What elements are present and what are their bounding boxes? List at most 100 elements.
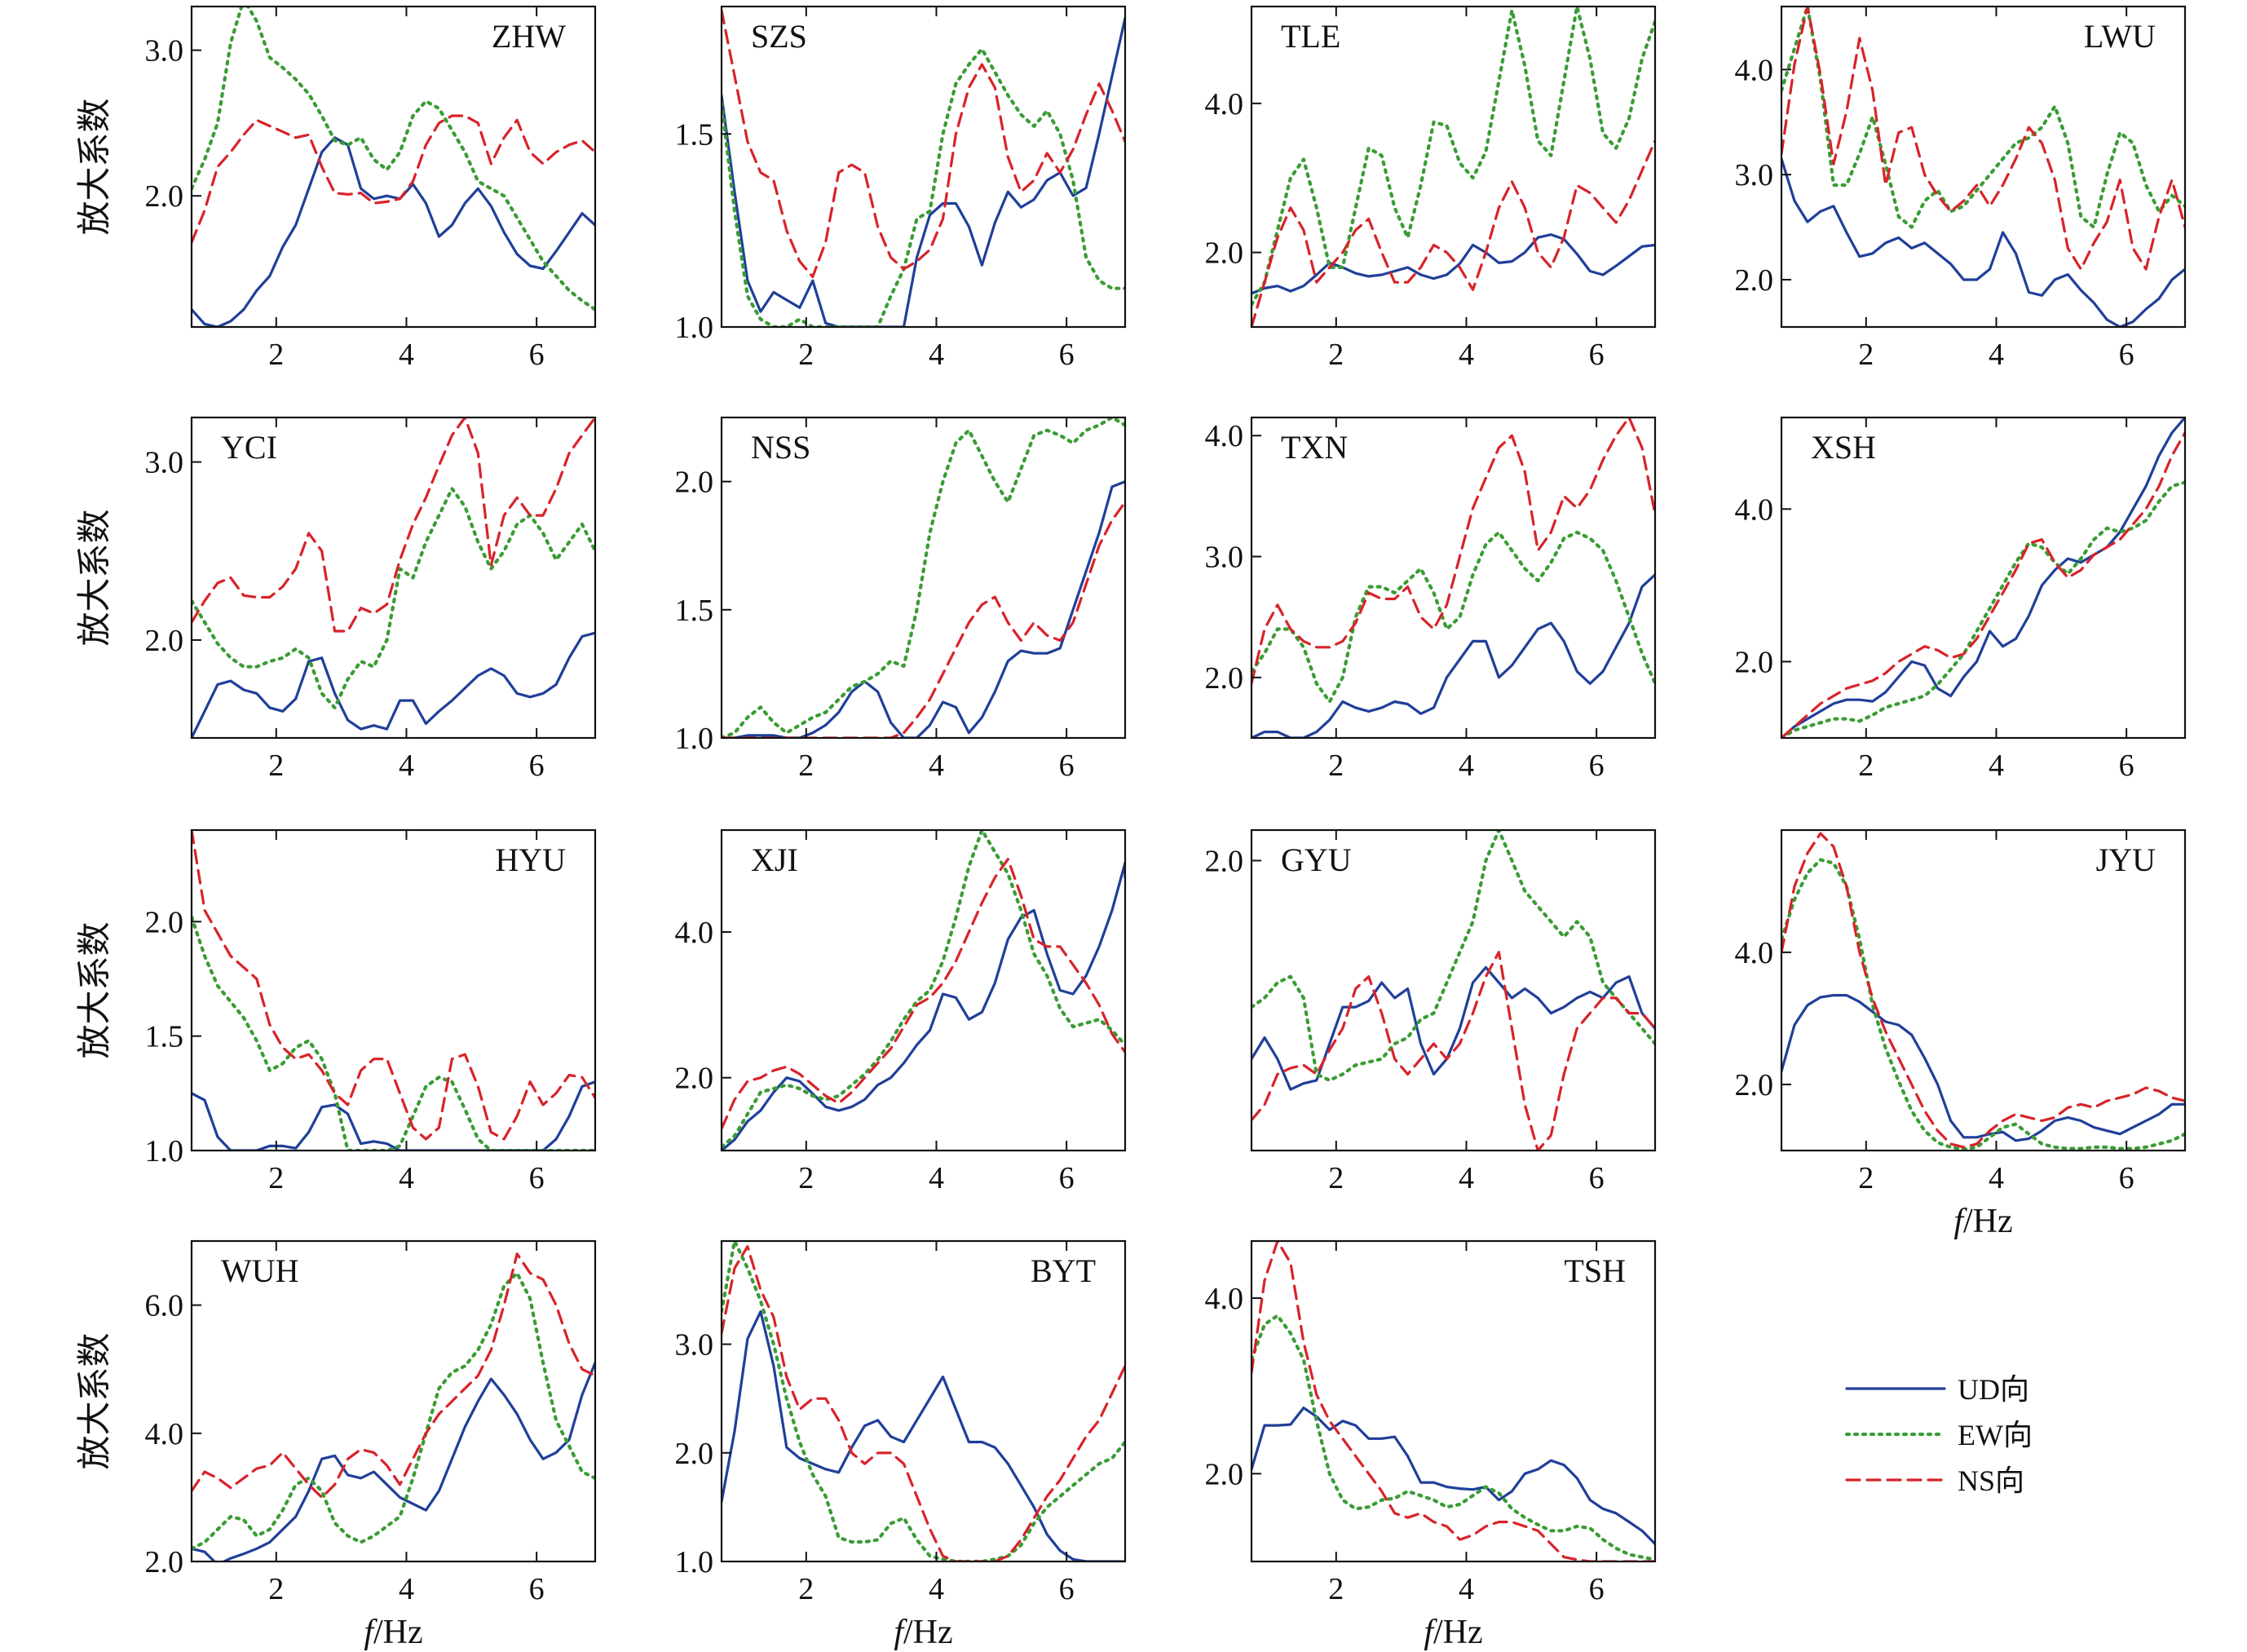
panel-frame	[1250, 5, 1657, 329]
series-ud-line	[1781, 417, 2185, 738]
panel-frame	[190, 5, 597, 329]
y-tick-label: 3.0	[1735, 158, 1774, 192]
x-tick-label: 2	[268, 1572, 284, 1606]
y-tick-label: 3.0	[145, 446, 184, 480]
y-tick-label: 2.0	[675, 1437, 714, 1471]
y-tick-label: 1.0	[675, 1545, 714, 1579]
x-tick-label: 6	[1059, 749, 1075, 783]
series-ud-line	[192, 631, 595, 738]
x-tick-label: 6	[1059, 338, 1075, 372]
x-axis-title: f/Hz	[364, 1614, 422, 1651]
x-tick-label: 2	[1328, 1161, 1344, 1195]
series-ud-line	[1252, 1406, 1655, 1546]
x-tick-label: 2	[268, 338, 284, 372]
panel-frame	[720, 5, 1127, 329]
x-tick-label: 4	[399, 1161, 414, 1195]
series-ns-line	[722, 1245, 1125, 1561]
y-tick-label: 1.0	[675, 722, 714, 756]
panel-xsh: 2 4 6 2.0 4.0 XSH	[1735, 416, 2187, 783]
x-tick-label: 4	[1459, 1572, 1474, 1606]
panel-frame	[1250, 828, 1657, 1152]
panel-szs: 2 4 6 1.0 1.5 SZS	[675, 5, 1127, 372]
y-tick-label: 1.5	[675, 117, 714, 152]
panel-byt: 2 4 6 1.0 2.0 3.0 BYT f/Hz	[675, 1239, 1127, 1651]
x-axis-title-rest: /Hz	[1963, 1203, 2013, 1240]
panel-xji: 2 4 6 2.0 4.0 XJI	[675, 828, 1127, 1195]
x-tick-label: 6	[1589, 1161, 1605, 1195]
x-tick-label: 2	[1328, 749, 1344, 783]
series-ns-line	[722, 858, 1125, 1130]
x-tick-label: 2	[798, 749, 814, 783]
y-tick-label: 4.0	[675, 916, 714, 950]
x-tick-label: 4	[1989, 749, 2004, 783]
panel-frame	[1780, 416, 2187, 740]
panel-yci: 2 4 6 2.0 3.0 YCI 放大系数	[77, 416, 597, 783]
x-tick-label: 6	[1059, 1572, 1075, 1606]
series-ew-line	[192, 7, 595, 311]
series-ew-line	[1252, 530, 1655, 704]
station-label: WUH	[221, 1252, 299, 1289]
x-tick-label: 2	[268, 1161, 284, 1195]
y-axis-title: 放大系数	[77, 509, 114, 646]
panel-frame	[190, 1239, 597, 1563]
x-axis-title: f/Hz	[1424, 1614, 1482, 1651]
y-tick-label: 2.0	[1205, 844, 1244, 878]
series-ew-line	[1252, 830, 1655, 1083]
x-tick-label: 6	[529, 1161, 545, 1195]
x-tick-label: 2	[1858, 338, 1874, 372]
series-ud-line	[722, 861, 1125, 1151]
x-tick-label: 4	[399, 1572, 414, 1606]
series-ud-line	[722, 1310, 1125, 1561]
y-tick-label: 4.0	[1735, 493, 1774, 527]
series-ud-line	[192, 136, 595, 327]
y-axis-title: 放大系数	[77, 98, 114, 235]
series-ns-line	[722, 501, 1125, 738]
series-ew-line	[1252, 7, 1655, 307]
x-tick-label: 4	[929, 1572, 944, 1606]
y-tick-label: 1.5	[145, 1020, 184, 1054]
y-tick-label: 2.0	[675, 1062, 714, 1096]
x-tick-label: 6	[1589, 1572, 1605, 1606]
series-ns-line	[1781, 7, 2185, 271]
panel-gyu: 2 4 6 2.0 GYU	[1205, 828, 1657, 1195]
series-ew-line	[722, 1241, 1125, 1561]
legend-label: UD向	[1958, 1373, 2029, 1406]
panel-lwu: 2 4 6 2.0 3.0 4.0 LWU	[1735, 5, 2187, 372]
x-tick-label: 4	[929, 749, 944, 783]
legend-label: EW向	[1958, 1419, 2033, 1451]
series-ew-line	[722, 830, 1125, 1149]
y-tick-label: 2.0	[145, 624, 184, 658]
x-axis-title: f/Hz	[894, 1614, 952, 1651]
x-tick-label: 4	[399, 338, 414, 372]
x-tick-label: 4	[1989, 1161, 2004, 1195]
station-label: TSH	[1564, 1252, 1626, 1289]
station-label: LWU	[2084, 18, 2156, 55]
y-tick-label: 4.0	[1205, 87, 1244, 121]
x-tick-label: 2	[268, 749, 284, 783]
y-tick-label: 1.0	[675, 311, 714, 345]
series-ns-line	[1781, 832, 2185, 1149]
station-label: HYU	[495, 841, 566, 878]
panel-frame	[1250, 1239, 1657, 1563]
panel-frame	[1780, 828, 2187, 1152]
x-tick-label: 6	[2119, 1161, 2134, 1195]
panel-nss: 2 4 6 1.0 1.5 2.0 NSS	[675, 416, 1127, 783]
x-tick-label: 2	[1858, 749, 1874, 783]
x-tick-label: 4	[1459, 338, 1474, 372]
series-ud-line	[1781, 993, 2185, 1142]
y-tick-label: 4.0	[1735, 936, 1774, 970]
series-ns-line	[1252, 951, 1655, 1151]
station-label: NSS	[751, 429, 810, 466]
station-label: TLE	[1281, 18, 1340, 55]
x-tick-label: 2	[798, 338, 814, 372]
y-tick-label: 2.0	[1205, 661, 1244, 696]
x-tick-label: 6	[1589, 749, 1605, 783]
legend-entry: NS向	[1845, 1464, 2024, 1497]
series-ew-line	[1781, 858, 2185, 1151]
panel-frame	[190, 828, 597, 1152]
series-ns-line	[722, 9, 1125, 278]
station-label: SZS	[751, 18, 807, 55]
y-tick-label: 2.0	[1205, 236, 1244, 271]
x-axis-title-rest: /Hz	[903, 1614, 953, 1651]
